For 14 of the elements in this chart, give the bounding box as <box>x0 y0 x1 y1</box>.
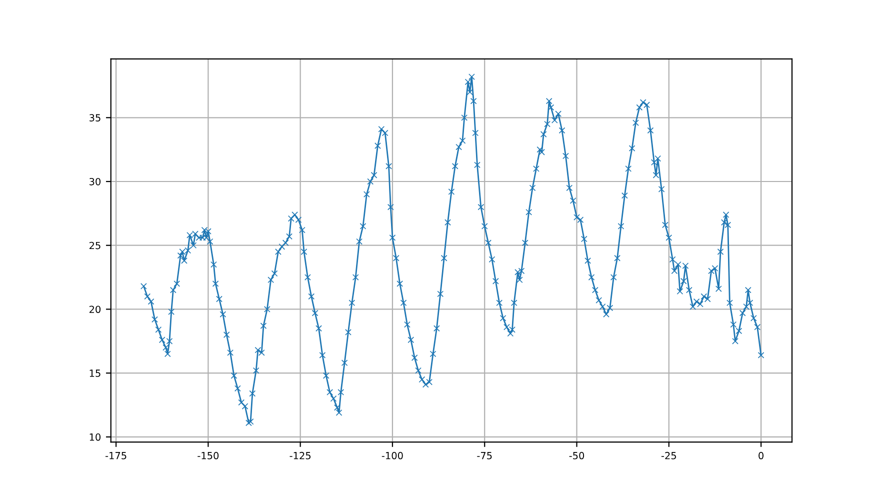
y-tick-label: 20 <box>90 306 101 314</box>
x-tick-label: -125 <box>290 452 311 460</box>
x-tick-label: -150 <box>198 452 219 460</box>
x-tick-label: -50 <box>569 452 584 460</box>
x-tick-label: -25 <box>661 452 676 460</box>
y-tick-label: 30 <box>90 178 101 186</box>
y-tick-label: 15 <box>90 370 100 377</box>
y-tick-label: 35 <box>90 114 100 122</box>
y-tick-label: 10 <box>90 433 101 441</box>
x-tick-label: -175 <box>105 452 126 460</box>
y-tick-label: 25 <box>90 242 100 250</box>
x-tick-label: -100 <box>382 452 403 460</box>
x-tick-label: 0 <box>758 452 764 460</box>
x-tick-label: -75 <box>477 452 492 460</box>
